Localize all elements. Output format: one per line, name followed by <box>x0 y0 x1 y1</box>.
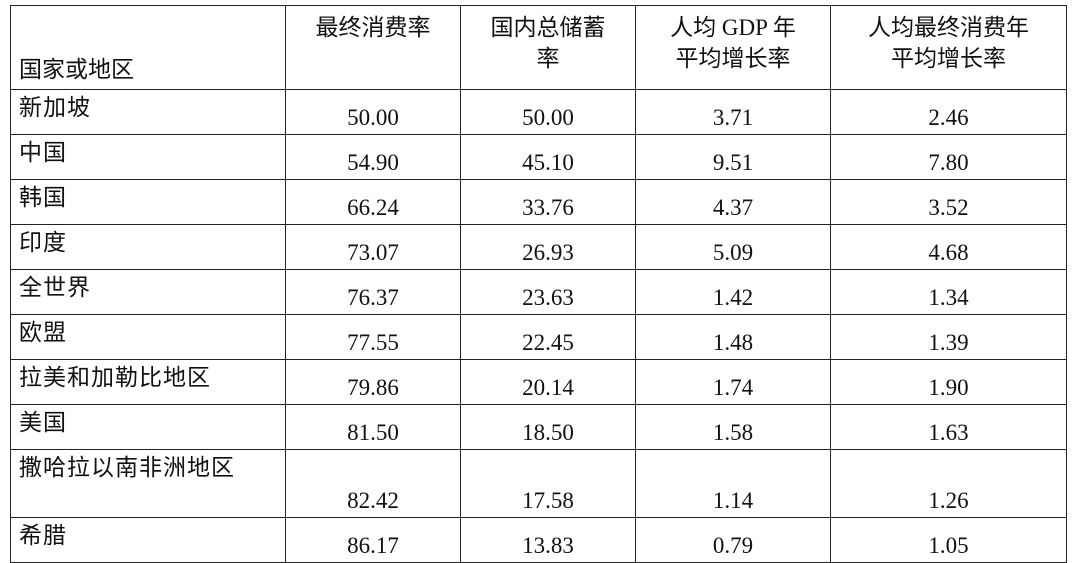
table-row: 撒哈拉以南非洲地区 82.42 17.58 1.14 1.26 <box>10 449 1067 518</box>
table-row: 希腊 86.17 13.83 0.79 1.05 <box>10 517 1067 563</box>
value-cell: 3.71 <box>635 89 831 135</box>
value-cell: 50.00 <box>285 89 461 135</box>
value-cell: 1.48 <box>635 314 831 360</box>
table-row: 新加坡 50.00 50.00 3.71 2.46 <box>10 89 1067 135</box>
value-cell: 86.17 <box>285 517 461 563</box>
region-cell: 美国 <box>10 404 286 450</box>
value-cell: 5.09 <box>635 224 831 270</box>
table-row: 全世界 76.37 23.63 1.42 1.34 <box>10 269 1067 315</box>
header-text: 人均最终消费年 <box>868 15 1029 40</box>
table-row: 韩国 66.24 33.76 4.37 3.52 <box>10 179 1067 225</box>
value-cell: 1.74 <box>635 359 831 405</box>
header-text: 平均增长率 <box>675 46 791 71</box>
table-body: 新加坡 50.00 50.00 3.71 2.46 中国 54.90 45.10 9.51 7.8… <box>10 89 1067 563</box>
data-table: 国家或地区 最终消费率 国内总储蓄率人均 GDP 年平均增长率 人均最终消费年 平均增长… <box>10 5 1067 563</box>
table-header: 国家或地区 最终消费率 国内总储蓄率人均 GDP 年平均增长率 人均最终消费年 平均增长… <box>10 5 1067 90</box>
value-cell: 1.34 <box>830 269 1067 315</box>
value-cell: 17.58 <box>460 449 636 518</box>
value-cell: 50.00 <box>460 89 636 135</box>
header-text: 人均 GDP 年 <box>670 15 796 40</box>
header-text: 最终消费率 <box>315 15 431 40</box>
table-row: 美国 81.50 18.50 1.58 1.63 <box>10 404 1067 450</box>
header-cell: 国家或地区 <box>10 5 286 90</box>
value-cell: 1.14 <box>635 449 831 518</box>
region-cell: 拉美和加勒比地区 <box>10 359 286 405</box>
region-cell: 韩国 <box>10 179 286 225</box>
value-cell: 66.24 <box>285 179 461 225</box>
value-cell: 4.68 <box>830 224 1067 270</box>
value-cell: 1.58 <box>635 404 831 450</box>
value-cell: 20.14 <box>460 359 636 405</box>
region-cell: 撒哈拉以南非洲地区 <box>10 449 286 518</box>
value-cell: 45.10 <box>460 134 636 180</box>
header-text: 平均增长率 <box>891 46 1006 71</box>
table-row: 印度 73.07 26.93 5.09 4.68 <box>10 224 1067 270</box>
value-cell: 1.63 <box>830 404 1067 450</box>
header-cell: 人均最终消费年 平均增长率 <box>830 5 1067 90</box>
value-cell: 1.90 <box>830 359 1067 405</box>
value-cell: 33.76 <box>460 179 636 225</box>
region-cell: 欧盟 <box>10 314 286 360</box>
value-cell: 1.39 <box>830 314 1067 360</box>
region-cell: 希腊 <box>10 517 286 563</box>
table-container: 国家或地区 最终消费率 国内总储蓄率人均 GDP 年平均增长率 人均最终消费年 平均增长… <box>10 5 1067 563</box>
value-cell: 3.52 <box>830 179 1067 225</box>
value-cell: 2.46 <box>830 89 1067 135</box>
value-cell: 0.79 <box>635 517 831 563</box>
value-cell: 18.50 <box>460 404 636 450</box>
value-cell: 7.80 <box>830 134 1067 180</box>
region-cell: 印度 <box>10 224 286 270</box>
header-cell: 国内总储蓄率 <box>460 5 636 90</box>
table-row: 中国 54.90 45.10 9.51 7.80 <box>10 134 1067 180</box>
region-cell: 中国 <box>10 134 286 180</box>
header-text: 国家或地区 <box>19 57 134 82</box>
value-cell: 22.45 <box>460 314 636 360</box>
value-cell: 79.86 <box>285 359 461 405</box>
value-cell: 54.90 <box>285 134 461 180</box>
value-cell: 4.37 <box>635 179 831 225</box>
value-cell: 77.55 <box>285 314 461 360</box>
region-cell: 新加坡 <box>10 89 286 135</box>
header-cell: 最终消费率 <box>285 5 461 90</box>
header-cell: 人均 GDP 年平均增长率 <box>635 5 831 90</box>
header-text: 国内总储蓄 <box>490 15 606 40</box>
value-cell: 81.50 <box>285 404 461 450</box>
value-cell: 1.42 <box>635 269 831 315</box>
header-text: 率 <box>536 46 560 71</box>
value-cell: 82.42 <box>285 449 461 518</box>
value-cell: 9.51 <box>635 134 831 180</box>
header-row: 国家或地区 最终消费率 国内总储蓄率人均 GDP 年平均增长率 人均最终消费年 平均增长… <box>10 5 1067 90</box>
value-cell: 73.07 <box>285 224 461 270</box>
table-row: 欧盟 77.55 22.45 1.48 1.39 <box>10 314 1067 360</box>
table-row: 拉美和加勒比地区 79.86 20.14 1.74 1.90 <box>10 359 1067 405</box>
value-cell: 23.63 <box>460 269 636 315</box>
value-cell: 1.26 <box>830 449 1067 518</box>
value-cell: 1.05 <box>830 517 1067 563</box>
region-cell: 全世界 <box>10 269 286 315</box>
value-cell: 26.93 <box>460 224 636 270</box>
value-cell: 76.37 <box>285 269 461 315</box>
value-cell: 13.83 <box>460 517 636 563</box>
